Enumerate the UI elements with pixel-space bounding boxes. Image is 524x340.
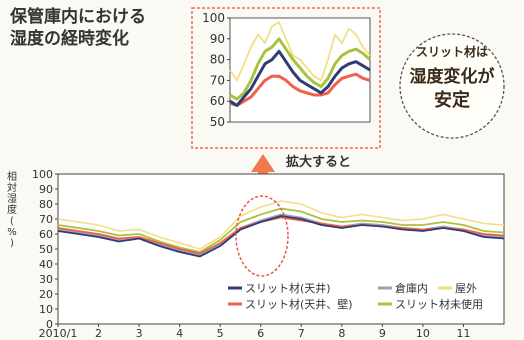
x-tick-label: 7 (298, 327, 305, 340)
y-axis-label-char: 対 (7, 181, 17, 194)
zoom-series-line-2 (229, 21, 371, 82)
y-axis-label-char: ) (10, 238, 14, 249)
x-tick-label: 10 (416, 327, 430, 340)
x-tick-label: 6 (257, 327, 264, 340)
zoom-series-line-0 (229, 49, 371, 107)
callout-bubble (399, 33, 505, 139)
y-tick-label: 80 (39, 198, 53, 211)
y-axis-label-char: 相 (7, 170, 17, 183)
callout-line-2: 湿度変化が (410, 66, 495, 87)
main-chart: 0 10 20 30 40 50 60 70 80 90 100 2010/1 2 3 4 5 6 7 8 9 10 1… (32, 168, 505, 340)
y-tick-label: 20 (39, 288, 53, 301)
title-line-2: 湿度の経時変化 (10, 28, 129, 49)
legend-label: 倉庫内 (395, 281, 428, 295)
y-axis-label-char: % (7, 227, 17, 238)
y-tick-label: 90 (39, 183, 53, 196)
zoom-series-line-1 (229, 72, 371, 107)
y-tick-label: 60 (39, 228, 53, 241)
legend-label: 屋外 (455, 282, 477, 295)
x-tick-label: 5 (217, 327, 224, 340)
y-axis-label-char: 度 (7, 203, 17, 216)
title-line-1: 保管庫内における (9, 6, 146, 27)
y-tick-label: 0 (46, 318, 53, 331)
x-tick-label: 4 (176, 327, 183, 340)
x-tick-label: 2010/1 (39, 327, 78, 340)
x-tick-label: 3 (136, 327, 143, 340)
y-axis-label-char: 湿 (7, 193, 17, 205)
legend-label: スリット材未使用 (395, 297, 483, 311)
legend-label: スリット材(天井) (245, 281, 331, 295)
callout-line-3: 安定 (434, 89, 470, 111)
x-tick-label: 9 (379, 327, 386, 340)
x-tick-label: 11 (456, 327, 470, 340)
main-series-line-3 (57, 200, 505, 250)
zoom-label: 拡大すると (286, 154, 351, 170)
zoom-chart: 50 60 70 80 90 100 (191, 7, 381, 149)
zoom-y-tick-label: 90 (210, 32, 225, 46)
main-plot-area (57, 173, 505, 325)
y-tick-label: 40 (39, 258, 53, 271)
zoom-up-arrow (251, 154, 275, 186)
zoom-y-tick-label: 60 (210, 94, 225, 108)
x-tick-label: 8 (338, 327, 345, 340)
y-tick-label: 30 (39, 273, 53, 286)
y-tick-label: 10 (39, 303, 53, 316)
highlight-ellipse (235, 195, 289, 277)
main-series-line-0 (57, 215, 505, 258)
zoom-y-tick-label: 70 (210, 73, 225, 87)
zoom-y-tick-label: 80 (210, 53, 225, 67)
zoom-y-tick-label: 50 (210, 115, 225, 129)
y-tick-label: 50 (39, 243, 53, 256)
y-tick-label: 70 (39, 213, 53, 226)
callout: スリット材は 湿度変化が 安定 (399, 33, 505, 139)
legend-label: スリット材(天井、壁) (245, 297, 353, 311)
zoom-series-line-3 (229, 37, 371, 101)
y-axis-label-char: ( (10, 216, 14, 227)
y-tick-label: 100 (32, 168, 53, 181)
callout-line-1: スリット材は (416, 44, 488, 59)
zoom-y-tick-label: 100 (202, 11, 225, 25)
main-series-line-1 (57, 216, 505, 255)
zoom-frame (191, 7, 381, 149)
x-tick-label: 2 (95, 327, 102, 340)
